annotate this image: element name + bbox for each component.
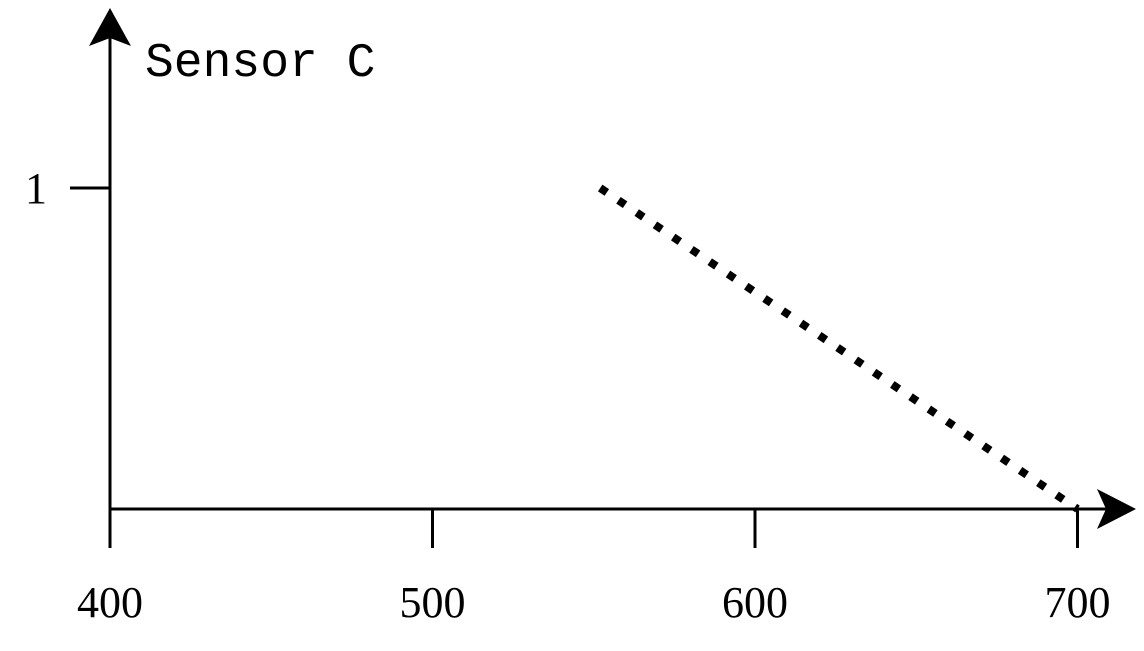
x-tick-label: 400 bbox=[77, 578, 143, 627]
chart-title: Sensor C bbox=[145, 37, 375, 91]
ticks: 400 500 600 700 1 bbox=[25, 164, 1111, 627]
y-axis-arrow bbox=[89, 8, 131, 46]
x-axis-arrow bbox=[1097, 489, 1136, 529]
x-tick-label: 500 bbox=[400, 578, 466, 627]
x-tick-label: 700 bbox=[1045, 578, 1111, 627]
x-tick-label: 600 bbox=[722, 578, 788, 627]
series-line bbox=[597, 184, 1080, 513]
axes bbox=[89, 8, 1136, 548]
series-layer bbox=[597, 184, 1080, 513]
y-tick-label: 1 bbox=[25, 164, 47, 213]
